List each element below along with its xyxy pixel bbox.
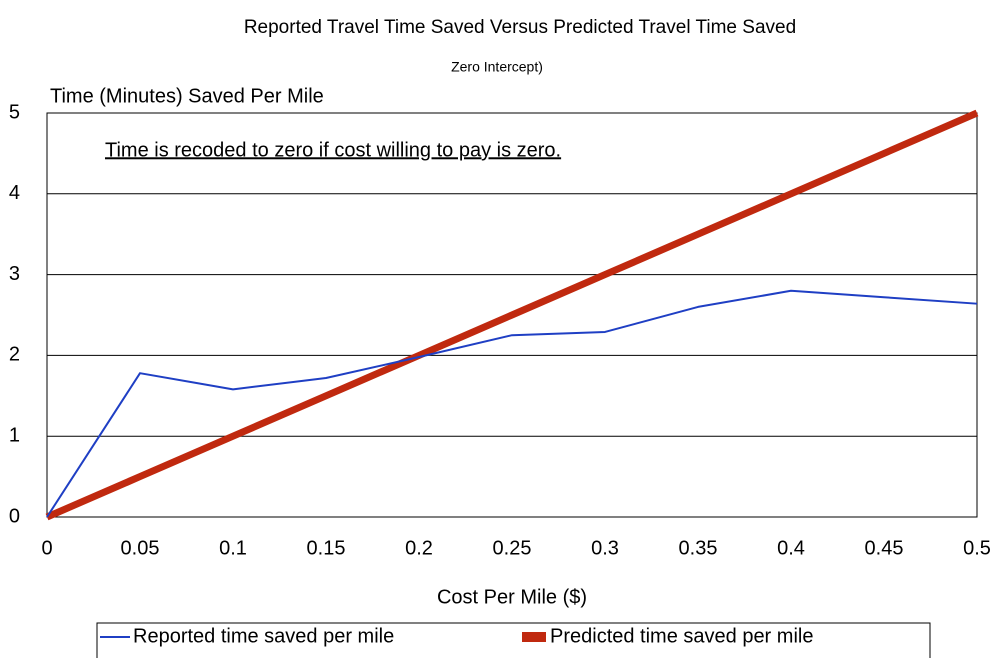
legend-box	[96, 622, 931, 658]
legend-label: Reported time saved per mile	[133, 625, 394, 647]
x-tick-label: 0.25	[493, 537, 532, 559]
y-tick-label: 2	[9, 344, 20, 366]
legend-swatch	[522, 632, 546, 642]
x-tick-label: 0.3	[591, 537, 619, 559]
y-tick-label: 3	[9, 263, 20, 285]
x-tick-label: 0	[41, 537, 52, 559]
x-tick-label: 0.05	[121, 537, 160, 559]
series-line	[46, 289, 978, 518]
x-tick-label: 0.45	[865, 537, 904, 559]
y-tick-label: 5	[9, 101, 20, 123]
x-tick-label: 0.1	[219, 537, 247, 559]
x-tick-label: 0.35	[679, 537, 718, 559]
series-line	[45, 109, 979, 521]
y-tick-label: 0	[9, 505, 20, 527]
y-axis-label: Time (Minutes) Saved Per Mile	[50, 85, 324, 107]
x-axis-label: Cost Per Mile ($)	[437, 586, 587, 608]
chart-subtitle: Zero Intercept)	[451, 59, 543, 75]
x-tick-label: 0.2	[405, 537, 433, 559]
x-tick-label: 0.4	[777, 537, 805, 559]
y-tick-label: 4	[9, 182, 20, 204]
chart-title: Reported Travel Time Saved Versus Predic…	[244, 17, 796, 38]
x-tick-label: 0.5	[963, 537, 991, 559]
y-tick-label: 1	[9, 424, 20, 446]
annotation: Time is recoded to zero if cost willing …	[105, 139, 561, 161]
legend-label: Predicted time saved per mile	[550, 625, 813, 647]
x-tick-label: 0.15	[307, 537, 346, 559]
